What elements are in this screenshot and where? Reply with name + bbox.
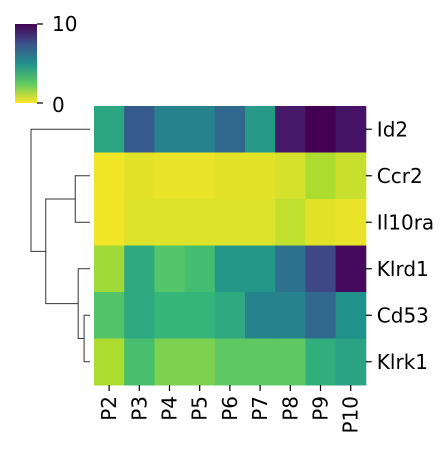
heatmap-cell-cd53-p3 (124, 292, 155, 339)
heatmap-cell-klrd1-p2 (94, 245, 125, 293)
heatmap-cell-ccr2-p9 (305, 152, 337, 200)
heatmap-cell-il10ra-p10 (335, 199, 367, 246)
heatmap-cell-il10ra-p2 (94, 199, 125, 246)
heatmap-cell-klrk1-p7 (245, 338, 276, 386)
row-label-id2: Id2 (377, 117, 408, 141)
row-dendrogram (30, 128, 90, 363)
heatmap-cell-cd53-p9 (305, 292, 337, 339)
heatmap-cell-id2-p4 (154, 106, 186, 153)
heatmap-cell-klrd1-p8 (275, 245, 306, 293)
heatmap-cell-ccr2-p2 (94, 152, 125, 200)
heatmap-cell-ccr2-p3 (124, 152, 155, 200)
dendrogram-link-1 (74, 175, 90, 223)
heatmap-cell-il10ra-p4 (154, 199, 186, 246)
heatmap-cell-ccr2-p8 (275, 152, 306, 200)
heatmap-cell-cd53-p2 (94, 292, 125, 339)
colorbar: 10 0 (15, 12, 77, 117)
column-label-p6: P6 (218, 396, 242, 421)
row-label-il10ra: Il10ra (377, 210, 434, 234)
heatmap-cell-klrd1-p10 (335, 245, 367, 293)
column-label-p2: P2 (97, 396, 121, 421)
column-label-p7: P7 (248, 396, 272, 421)
heatmap-cell-il10ra-p6 (214, 199, 246, 246)
heatmap-cell-id2-p6 (214, 106, 246, 153)
heatmap-cell-ccr2-p5 (184, 152, 216, 200)
column-label-p8: P8 (278, 396, 302, 421)
heatmap-cell-id2-p9 (305, 106, 337, 153)
colorbar-max-label: 10 (52, 12, 77, 36)
heatmap-cell-klrd1-p5 (184, 245, 216, 293)
heatmap-cell-cd53-p10 (335, 292, 367, 339)
heatmap-cell-klrd1-p4 (154, 245, 186, 293)
heatmap-cell-klrk1-p10 (335, 338, 367, 386)
heatmap-cell-ccr2-p6 (214, 152, 246, 200)
heatmap-cell-id2-p2 (94, 106, 125, 153)
column-label-p3: P3 (127, 396, 151, 421)
heatmap-cell-il10ra-p9 (305, 199, 337, 246)
dendrogram-link-2 (83, 314, 90, 363)
heatmap-cell-klrd1-p6 (214, 245, 246, 293)
heatmap-cell-ccr2-p7 (245, 152, 276, 200)
heatmap-cell-id2-p7 (245, 106, 276, 153)
heatmap-cell-cd53-p4 (154, 292, 186, 339)
column-label-p10: P10 (339, 396, 363, 434)
heatmap-cell-klrk1-p9 (305, 338, 337, 386)
heatmap-cell-ccr2-p4 (154, 152, 186, 200)
column-label-p9: P9 (309, 396, 333, 421)
heatmap-cell-il10ra-p8 (275, 199, 306, 246)
heatmap-cell-il10ra-p3 (124, 199, 155, 246)
dendrogram-link-5 (30, 128, 90, 252)
heatmap-cell-id2-p8 (275, 106, 306, 153)
heatmap-cell-cd53-p6 (214, 292, 246, 339)
row-label-ccr2: Ccr2 (377, 164, 423, 188)
heatmap-cell-id2-p10 (335, 106, 367, 153)
heatmap-cell-id2-p3 (124, 106, 155, 153)
heatmap-cell-klrk1-p5 (184, 338, 216, 386)
heatmap-cell-klrk1-p3 (124, 338, 155, 386)
heatmap-cell-ccr2-p10 (335, 152, 367, 200)
heatmap-cells (94, 106, 367, 386)
heatmap-cell-klrk1-p8 (275, 338, 306, 386)
heatmap-cell-klrk1-p2 (94, 338, 125, 386)
heatmap-cell-id2-p5 (184, 106, 216, 153)
row-labels: Id2 Ccr2 Il10ra Klrd1 Cd53 Klrk1 (365, 117, 434, 374)
heatmap-cell-klrk1-p6 (214, 338, 246, 386)
column-label-p5: P5 (188, 396, 212, 421)
dendrogram-link-4 (45, 198, 79, 305)
heatmap-cell-klrd1-p3 (124, 245, 155, 293)
column-labels: P2 P3 P4 P5 P6 P7 P8 P9 P10 (97, 385, 363, 434)
heatmap-cell-klrd1-p9 (305, 245, 337, 293)
row-label-klrd1: Klrd1 (377, 257, 429, 281)
row-label-cd53: Cd53 (377, 303, 429, 327)
heatmap-cell-cd53-p8 (275, 292, 306, 339)
heatmap-cell-klrd1-p7 (245, 245, 276, 293)
row-label-klrk1: Klrk1 (377, 350, 428, 374)
heatmap-cell-il10ra-p7 (245, 199, 276, 246)
colorbar-gradient (15, 24, 37, 103)
column-label-p4: P4 (158, 396, 182, 421)
colorbar-min-label: 0 (52, 93, 65, 117)
heatmap-cell-klrk1-p4 (154, 338, 186, 386)
heatmap-cell-cd53-p7 (245, 292, 276, 339)
heatmap-cell-cd53-p5 (184, 292, 216, 339)
heatmap-cell-il10ra-p5 (184, 199, 216, 246)
